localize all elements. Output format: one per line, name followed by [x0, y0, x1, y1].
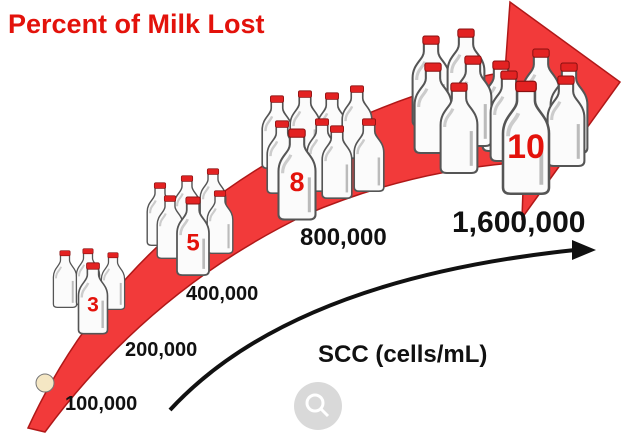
start-dot: [36, 374, 54, 392]
percent-lost: 3: [87, 293, 99, 316]
scc-label: 100,000: [65, 393, 137, 415]
black-arrow-line: [170, 250, 575, 410]
axis-label: SCC (cells/mL): [318, 341, 487, 368]
scc-label: 200,000: [125, 339, 197, 361]
milk-bottle: [53, 251, 76, 308]
infographic: Percent of Milk Lost SCC (cells/mL) 100,…: [0, 0, 622, 434]
percent-lost: 10: [507, 128, 545, 166]
scc-label: 800,000: [300, 224, 387, 251]
zoom-icon[interactable]: [294, 382, 342, 430]
percent-lost: 5: [186, 229, 199, 256]
black-arrow-head: [572, 240, 596, 260]
percent-lost: 8: [289, 167, 304, 197]
scc-label: 400,000: [186, 283, 258, 305]
scc-label: 1,600,000: [452, 206, 585, 239]
title: Percent of Milk Lost: [8, 9, 265, 39]
